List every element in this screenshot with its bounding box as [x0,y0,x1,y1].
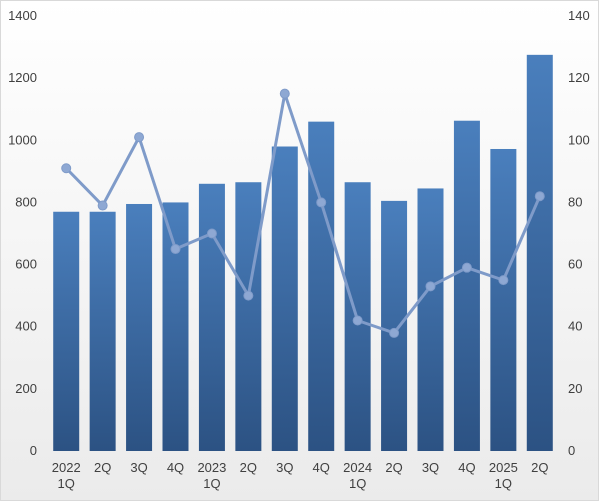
line-series [61,88,545,338]
line-point [352,315,363,326]
bar [198,183,225,452]
x-axis-tick-label: 2022 1Q [52,460,81,491]
line-point [498,275,509,286]
x-axis-tick-label: 3Q [422,460,439,475]
x-axis-tick-label: 4Q [458,460,475,475]
x-axis-tick-labels: 2022 1Q 2Q 3Q 4Q 2023 1Q 2Q 3Q 4Q 2024 1Q 2Q 3Q 4Q 2025… [52,460,549,491]
bar [271,146,298,451]
right-axis-tick-label: 100 [568,132,590,147]
right-axis-tick-labels: 0 20 40 60 80 100 120 140 [568,8,590,458]
left-axis-tick-label: 400 [15,319,37,334]
right-axis-tick-label: 60 [568,257,582,272]
bar [235,182,262,451]
bar [526,54,553,451]
x-axis-tick-label: 2023 1Q [197,460,226,491]
left-axis-tick-labels: 0 200 400 600 800 1000 1200 1400 [8,8,37,458]
right-axis-tick-label: 0 [568,443,575,458]
line-point [61,163,72,174]
bar [453,120,480,451]
line-point [97,200,108,211]
bar [89,211,116,451]
line-point [279,88,290,99]
x-axis-tick-label: 2Q [94,460,111,475]
left-axis-tick-label: 800 [15,194,37,209]
left-axis-tick-label: 1200 [8,70,37,85]
x-axis-tick-label: 2024 1Q [343,460,372,491]
series-line [65,92,542,335]
left-axis-tick-label: 200 [15,381,37,396]
left-axis-tick-label: 0 [30,443,37,458]
x-axis-tick-label: 4Q [167,460,184,475]
line-point [170,244,181,255]
left-axis-tick-label: 1000 [8,132,37,147]
line-point [134,132,145,143]
x-axis-tick-label: 2Q [385,460,402,475]
line-point [389,327,400,338]
x-axis-tick-label: 3Q [130,460,147,475]
bar [417,188,444,452]
left-axis-tick-label: 1400 [8,8,37,23]
bar [162,202,189,451]
x-axis-tick-label: 4Q [313,460,330,475]
x-axis-tick-label: 3Q [276,460,293,475]
x-axis-tick-label: 2Q [240,460,257,475]
line-point [425,281,436,292]
left-axis-tick-label: 600 [15,257,37,272]
right-axis-tick-label: 80 [568,194,582,209]
right-axis-tick-label: 140 [568,8,590,23]
x-axis-tick-label: 2025 1Q [489,460,518,491]
bar [126,203,153,451]
line-point [534,191,545,202]
right-axis-tick-label: 120 [568,70,590,85]
line-point [243,290,254,301]
bar [490,148,517,451]
bar [381,200,408,451]
line-point [316,197,327,208]
right-axis-tick-label: 40 [568,319,582,334]
right-axis-tick-label: 20 [568,381,582,396]
line-point [461,262,472,273]
bar [53,211,80,451]
line-point [206,228,217,239]
bar-series [53,54,553,452]
x-axis-tick-label: 2Q [531,460,548,475]
